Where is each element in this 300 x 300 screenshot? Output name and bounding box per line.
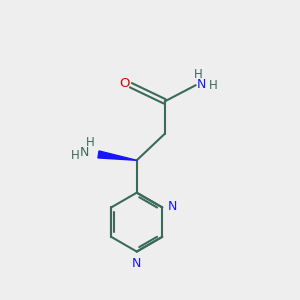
Text: H: H [209,79,218,92]
Text: H: H [86,136,94,148]
Text: O: O [119,77,130,90]
Text: H: H [194,68,203,80]
Text: N: N [80,146,89,159]
Text: N: N [132,257,141,270]
Text: N: N [197,78,206,91]
Text: H: H [70,148,79,161]
Polygon shape [98,151,137,160]
Text: N: N [167,200,177,213]
